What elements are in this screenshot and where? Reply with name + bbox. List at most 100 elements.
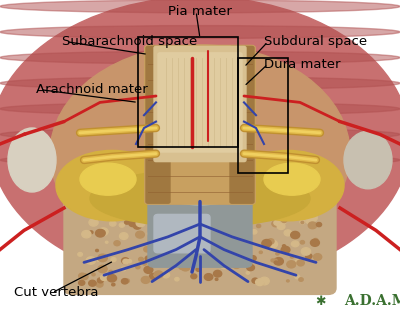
Ellipse shape	[232, 150, 344, 221]
Circle shape	[309, 209, 314, 213]
Circle shape	[240, 214, 246, 219]
Circle shape	[200, 254, 208, 260]
Circle shape	[79, 280, 85, 285]
Circle shape	[144, 247, 150, 252]
Circle shape	[160, 242, 167, 247]
Circle shape	[301, 248, 311, 255]
Ellipse shape	[0, 0, 400, 13]
FancyBboxPatch shape	[154, 46, 246, 162]
Circle shape	[223, 236, 227, 240]
Circle shape	[166, 260, 170, 264]
Circle shape	[120, 233, 128, 239]
Circle shape	[98, 265, 107, 273]
Circle shape	[102, 204, 108, 209]
Ellipse shape	[150, 166, 250, 205]
Circle shape	[78, 252, 82, 256]
FancyBboxPatch shape	[145, 45, 255, 204]
Circle shape	[136, 220, 145, 227]
Circle shape	[184, 206, 188, 210]
Circle shape	[200, 224, 202, 226]
Circle shape	[234, 249, 241, 254]
Circle shape	[240, 241, 245, 245]
Circle shape	[196, 237, 201, 242]
Circle shape	[291, 231, 300, 239]
Circle shape	[270, 211, 278, 218]
Circle shape	[148, 233, 150, 235]
Circle shape	[300, 220, 305, 224]
Circle shape	[268, 240, 278, 248]
Circle shape	[109, 270, 112, 273]
Circle shape	[252, 230, 257, 234]
Text: Dura mater: Dura mater	[264, 58, 340, 70]
Circle shape	[306, 254, 312, 259]
Circle shape	[174, 206, 177, 209]
Circle shape	[92, 273, 95, 276]
Circle shape	[287, 261, 296, 268]
Circle shape	[216, 253, 222, 258]
Circle shape	[154, 274, 158, 277]
Circle shape	[210, 201, 217, 207]
Circle shape	[145, 268, 148, 271]
Circle shape	[282, 221, 286, 224]
Circle shape	[226, 229, 229, 231]
Circle shape	[301, 214, 308, 220]
FancyBboxPatch shape	[154, 214, 210, 253]
Circle shape	[240, 229, 248, 236]
Circle shape	[91, 204, 97, 208]
Circle shape	[145, 217, 149, 220]
Circle shape	[175, 277, 179, 281]
FancyBboxPatch shape	[158, 53, 242, 152]
Circle shape	[219, 241, 224, 245]
Circle shape	[136, 265, 140, 269]
FancyBboxPatch shape	[64, 186, 336, 294]
Circle shape	[274, 220, 280, 225]
Circle shape	[89, 219, 98, 226]
Circle shape	[260, 200, 269, 207]
Circle shape	[154, 271, 163, 278]
Circle shape	[308, 214, 317, 221]
Circle shape	[166, 200, 174, 206]
Circle shape	[313, 240, 318, 244]
Text: Cut vertebra: Cut vertebra	[14, 286, 98, 299]
Circle shape	[112, 214, 115, 217]
Circle shape	[98, 254, 107, 262]
Circle shape	[192, 223, 198, 228]
Circle shape	[162, 203, 165, 205]
Circle shape	[179, 264, 185, 269]
Circle shape	[277, 223, 285, 229]
Circle shape	[144, 266, 153, 273]
Circle shape	[107, 275, 116, 282]
Circle shape	[89, 280, 96, 286]
Circle shape	[192, 211, 196, 215]
Circle shape	[151, 254, 158, 260]
Circle shape	[247, 265, 254, 271]
Ellipse shape	[0, 128, 400, 141]
Circle shape	[89, 231, 93, 234]
Circle shape	[133, 223, 141, 229]
Text: Pia mater: Pia mater	[168, 5, 232, 18]
Circle shape	[125, 279, 130, 283]
Circle shape	[297, 260, 304, 266]
Circle shape	[98, 204, 107, 211]
Circle shape	[80, 201, 86, 206]
Circle shape	[245, 222, 249, 225]
Ellipse shape	[264, 163, 320, 195]
Circle shape	[151, 237, 160, 244]
Circle shape	[110, 221, 116, 226]
Circle shape	[98, 228, 108, 236]
Ellipse shape	[0, 102, 400, 115]
Circle shape	[256, 224, 261, 228]
Circle shape	[106, 241, 108, 243]
Circle shape	[300, 207, 304, 211]
Ellipse shape	[90, 170, 310, 227]
Circle shape	[154, 205, 160, 210]
Circle shape	[143, 211, 148, 215]
Text: Subdural space: Subdural space	[264, 35, 367, 48]
Circle shape	[136, 231, 144, 238]
Text: Subarachnoid space: Subarachnoid space	[62, 35, 197, 48]
Circle shape	[171, 263, 175, 267]
Circle shape	[299, 197, 308, 204]
Circle shape	[222, 202, 229, 208]
Circle shape	[79, 273, 86, 279]
Circle shape	[299, 278, 303, 281]
